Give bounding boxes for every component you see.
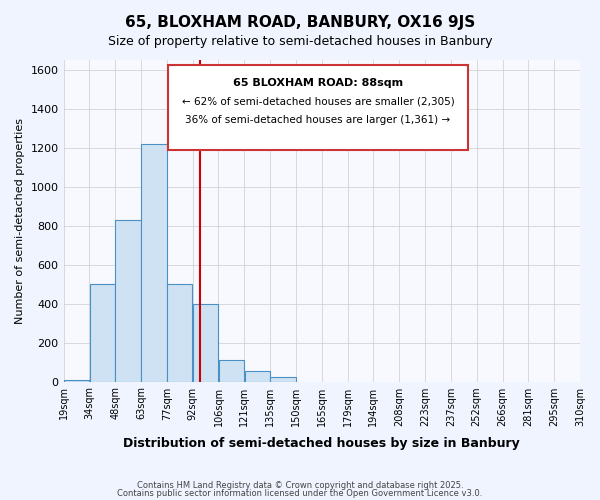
Text: 65 BLOXHAM ROAD: 88sqm: 65 BLOXHAM ROAD: 88sqm (233, 78, 403, 88)
Text: Contains public sector information licensed under the Open Government Licence v3: Contains public sector information licen… (118, 488, 482, 498)
Bar (64, 380, 89, 382)
Bar (167, 284, 193, 382)
Bar (193, 304, 218, 382)
Text: 65, BLOXHAM ROAD, BANBURY, OX16 9JS: 65, BLOXHAM ROAD, BANBURY, OX16 9JS (125, 15, 475, 30)
Bar (141, 144, 167, 382)
Y-axis label: Number of semi-detached properties: Number of semi-detached properties (15, 118, 25, 324)
Bar (115, 220, 141, 382)
Bar (219, 360, 244, 382)
X-axis label: Distribution of semi-detached houses by size in Banbury: Distribution of semi-detached houses by … (124, 437, 520, 450)
Text: Size of property relative to semi-detached houses in Banbury: Size of property relative to semi-detach… (108, 35, 492, 48)
Bar (89, 284, 115, 382)
Text: Contains HM Land Registry data © Crown copyright and database right 2025.: Contains HM Land Registry data © Crown c… (137, 481, 463, 490)
Bar (271, 376, 296, 382)
Text: 36% of semi-detached houses are larger (1,361) →: 36% of semi-detached houses are larger (… (185, 115, 451, 125)
Bar (245, 371, 270, 382)
Text: ← 62% of semi-detached houses are smaller (2,305): ← 62% of semi-detached houses are smalle… (182, 96, 454, 106)
